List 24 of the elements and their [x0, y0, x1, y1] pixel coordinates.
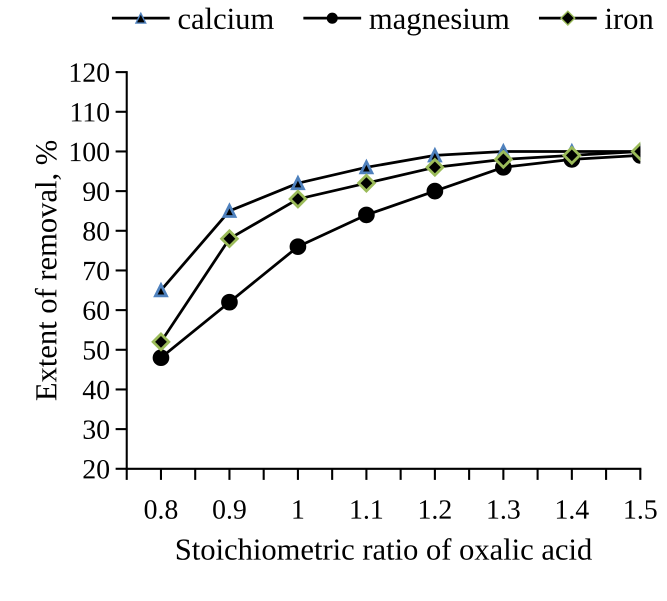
y-tick-label: 100: [70, 142, 110, 162]
x-tick-label: 1.5: [625, 500, 657, 520]
x-tick-label: 0.8: [144, 500, 178, 520]
y-tick-label: 20: [84, 460, 110, 479]
x-tick-label: 1.2: [420, 500, 451, 520]
y-tick-label: 70: [84, 262, 110, 280]
x-tick-label: 1.3: [488, 500, 520, 520]
legend-label: magnesium: [370, 8, 510, 36]
y-tick-label: 90: [83, 182, 110, 202]
y-tick-label: 40: [82, 380, 110, 400]
x-tick-label: 1.1: [351, 500, 382, 520]
x-axis-title: Stoichiometric ratio of oxalic acid: [176, 538, 592, 560]
y-tick-label: 50: [84, 340, 110, 360]
x-tick-label: 1: [293, 500, 304, 519]
legend-label: calcium: [178, 8, 274, 30]
y-tick-label: 110: [72, 102, 110, 122]
x-tick-label: 0.9: [213, 500, 246, 520]
y-tick-label: 80: [83, 222, 110, 241]
y-tick-label: 30: [84, 420, 110, 440]
x-tick-label: 1.4: [556, 500, 589, 520]
legend-label: iron: [605, 8, 654, 30]
y-tick-label: 120: [70, 63, 110, 82]
y-tick-label: 60: [83, 301, 110, 320]
y-axis-title: Extent of removal, %: [34, 140, 62, 400]
